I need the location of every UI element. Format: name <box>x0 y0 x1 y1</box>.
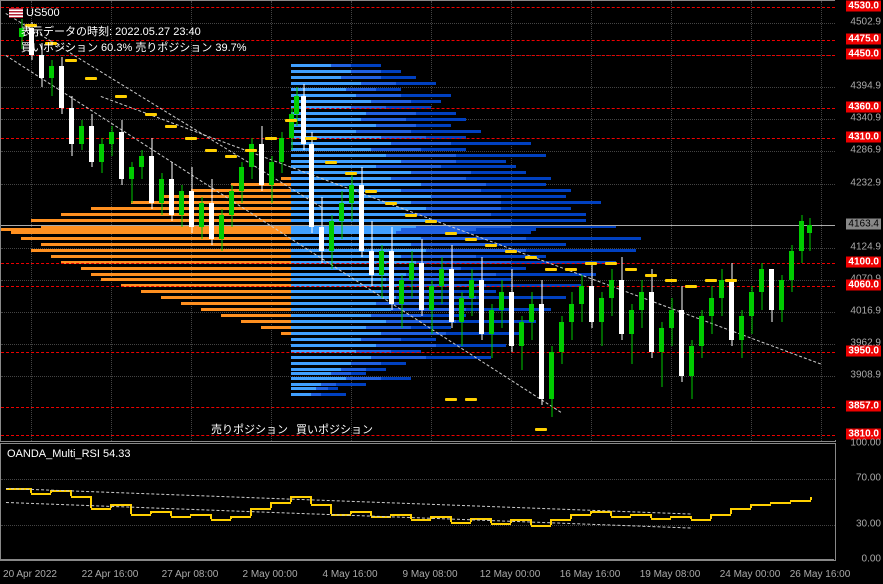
time-tick: 2 May 00:00 <box>242 569 297 580</box>
current-price-label: 4163.4 <box>846 218 881 229</box>
rsi-tick: 70.00 <box>856 472 881 483</box>
time-tick: 9 May 08:00 <box>402 569 457 580</box>
position-ratio-label: 買いポジション 60.3% 売りポジション 39.7% <box>21 39 247 55</box>
price-tick: 4502.9 <box>850 17 881 28</box>
time-tick: 27 Apr 08:00 <box>162 569 219 580</box>
price-tick: 4016.9 <box>850 306 881 317</box>
price-tick: 3908.9 <box>850 370 881 381</box>
price-level-red: 3857.0 <box>846 401 881 412</box>
rsi-axis: 100.0070.0030.000.00 <box>835 443 883 559</box>
price-level-red: 4100.0 <box>846 256 881 267</box>
price-level-red: 4450.0 <box>846 48 881 59</box>
time-tick: 4 May 16:00 <box>322 569 377 580</box>
chart-container: US500 表示データの時刻: 2022.05.27 23:40 買いポジション… <box>0 0 883 584</box>
price-level-red: 4475.0 <box>846 33 881 44</box>
price-tick: 4340.9 <box>850 113 881 124</box>
price-level-red: 3950.0 <box>846 345 881 356</box>
rsi-tick: 0.00 <box>862 554 881 565</box>
price-tick: 4232.9 <box>850 177 881 188</box>
time-tick: 12 May 00:00 <box>480 569 541 580</box>
price-level-red: 4530.0 <box>846 0 881 11</box>
symbol-text: US500 <box>26 7 60 19</box>
time-tick: 22 Apr 16:00 <box>82 569 139 580</box>
main-chart[interactable]: US500 表示データの時刻: 2022.05.27 23:40 買いポジション… <box>0 0 836 442</box>
price-level-red: 4360.0 <box>846 102 881 113</box>
price-level-red: 4310.0 <box>846 131 881 142</box>
price-tick: 4286.9 <box>850 145 881 156</box>
rsi-chart[interactable]: OANDA_Multi_RSI 54.33 <box>0 443 836 561</box>
price-tick: 4124.9 <box>850 241 881 252</box>
price-axis: 4502.94448.94394.94340.94286.94232.94124… <box>835 0 883 440</box>
time-axis: 20 Apr 2022 22 Apr 16:00 27 Apr 08:00 2 May… <box>0 559 834 584</box>
time-tick: 24 May 00:00 <box>720 569 781 580</box>
time-tick: 26 May 16:00 <box>790 569 851 580</box>
sell-pct: 売りポジション 39.7% <box>135 42 246 54</box>
buy-pct: 買いポジション 60.3% <box>21 42 132 54</box>
symbol-label: US500 <box>9 7 60 19</box>
timestamp-label: 表示データの時刻: 2022.05.27 23:40 <box>21 23 201 39</box>
time-tick: 19 May 08:00 <box>640 569 701 580</box>
rsi-tick: 30.00 <box>856 519 881 530</box>
us-flag-icon <box>9 8 23 18</box>
price-level-red: 4060.0 <box>846 280 881 291</box>
time-tick: 16 May 16:00 <box>560 569 621 580</box>
rsi-tick: 100.00 <box>850 438 881 449</box>
time-tick: 20 Apr 2022 <box>3 569 57 580</box>
price-tick: 4394.9 <box>850 81 881 92</box>
rsi-label: OANDA_Multi_RSI 54.33 <box>7 448 131 460</box>
